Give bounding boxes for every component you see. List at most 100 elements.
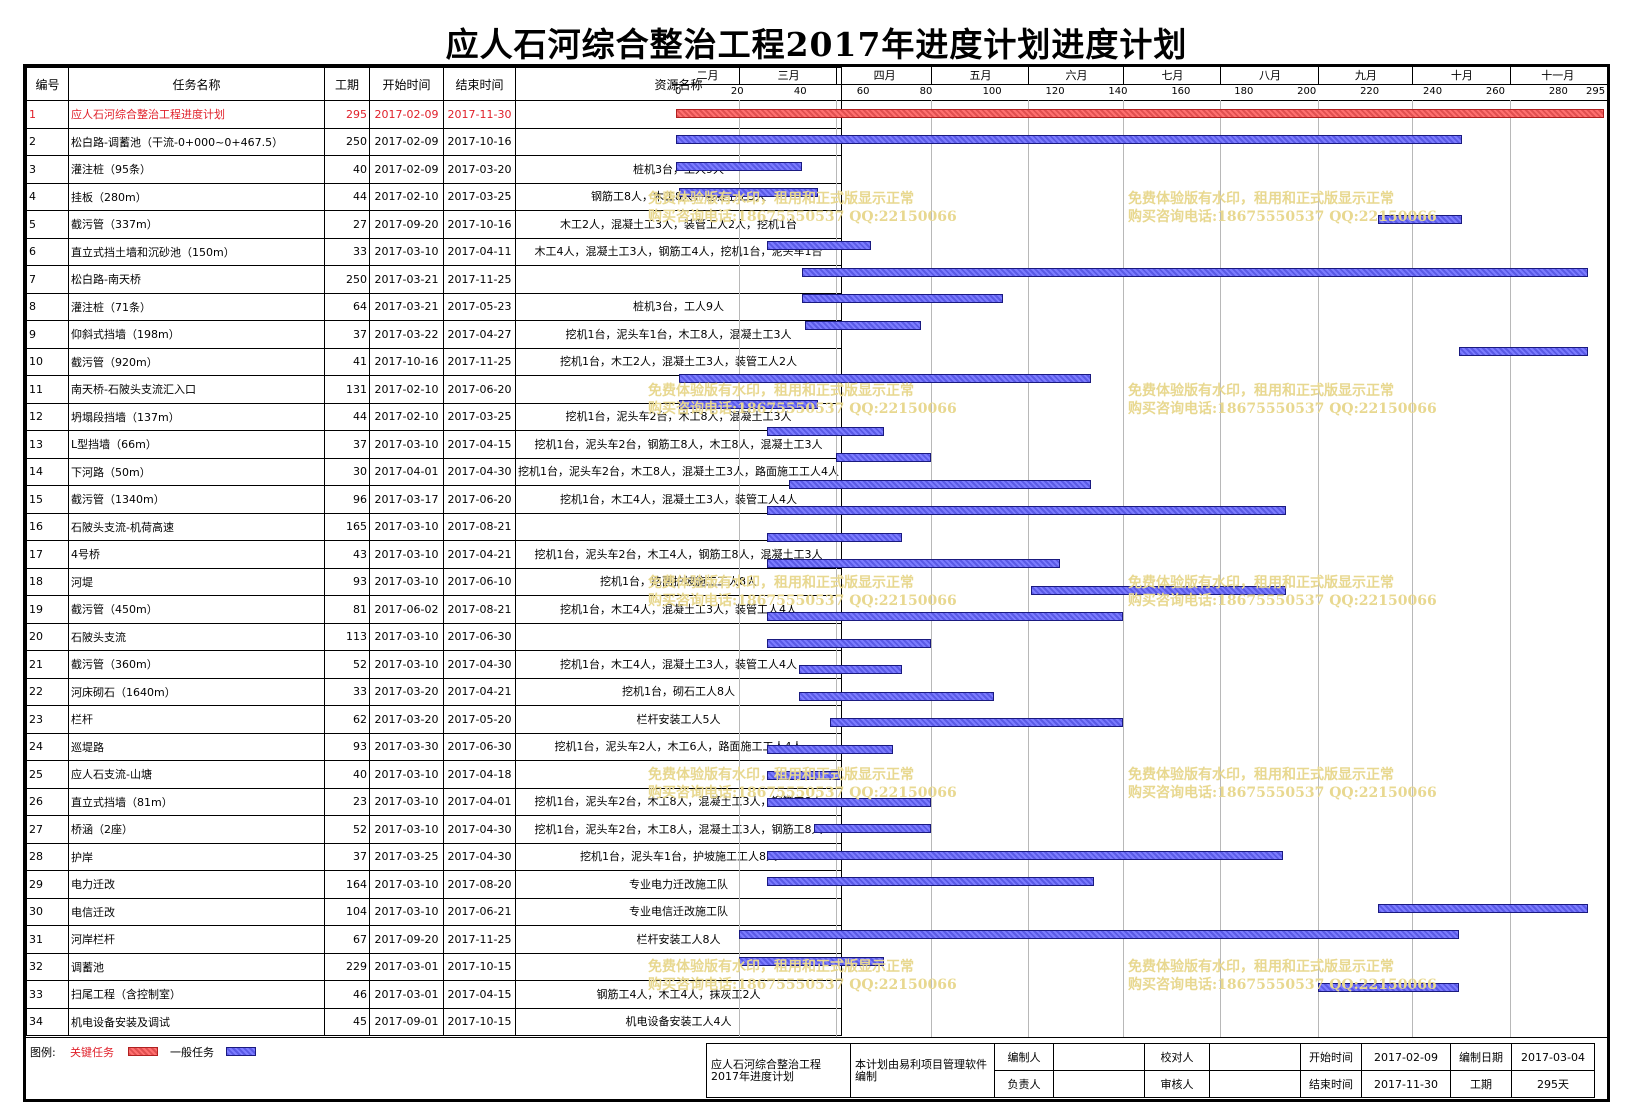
task-bar[interactable]: [738, 956, 884, 966]
table-row[interactable]: 27 桥涵（2座） 52 2017-03-10 2017-04-30 挖机1台，泥头车2台…: [26, 815, 842, 844]
task-bar[interactable]: [1377, 903, 1589, 913]
header-start[interactable]: 开始时间: [369, 67, 444, 101]
critical-task-bar[interactable]: [676, 108, 1604, 118]
task-bar[interactable]: [830, 718, 1123, 728]
table-row[interactable]: 9 仰斜式挡墙（198m） 37 2017-03-22 2017-04-27 挖机1台，泥…: [26, 320, 842, 349]
tick-label: 80: [919, 86, 933, 97]
task-bar[interactable]: [1031, 585, 1287, 595]
table-row[interactable]: 13 L型挡墙（66m） 37 2017-03-10 2017-04-15 挖机1台，泥头…: [26, 430, 842, 459]
table-row[interactable]: 25 应人石支流-山塘 40 2017-03-10 2017-04-18: [26, 760, 842, 789]
task-bar[interactable]: [798, 665, 903, 675]
task-bar[interactable]: [798, 691, 994, 701]
task-bar[interactable]: [767, 877, 1095, 887]
task-bar[interactable]: [1317, 983, 1460, 993]
month-label: 三月: [738, 67, 838, 84]
table-row[interactable]: 26 直立式挡墙（81m） 23 2017-03-10 2017-04-01 挖机1台，泥…: [26, 787, 842, 816]
tick-label: 280: [1548, 86, 1568, 97]
task-bar[interactable]: [676, 135, 1463, 145]
task-name: 河堤: [68, 567, 325, 596]
task-duration: 27: [324, 210, 370, 239]
task-bar[interactable]: [738, 930, 1460, 940]
task-bar[interactable]: [836, 453, 931, 463]
footer-editor-label: 编制人: [994, 1043, 1054, 1071]
task-start: 2017-10-16: [369, 347, 444, 376]
table-row[interactable]: 32 调蓄池 229 2017-03-01 2017-10-15: [26, 952, 842, 981]
gantt-chart: 二月 三月 四月 五月 六月 七月 八月 九月 十月 十一月 0 20 40 60 80 100 120 140…: [673, 67, 1607, 1037]
footer-editor-value[interactable]: [1053, 1043, 1145, 1071]
task-bar[interactable]: [801, 267, 1589, 277]
task-start: 2017-03-30: [369, 732, 444, 761]
task-bar[interactable]: [767, 771, 840, 781]
chart-frame: [23, 64, 1610, 1102]
task-bar[interactable]: [767, 241, 872, 251]
task-bar[interactable]: [679, 400, 818, 410]
table-row[interactable]: 23 栏杆 62 2017-03-20 2017-05-20 栏杆安装工人5人: [26, 705, 842, 734]
legend-normal-swatch: [226, 1047, 256, 1056]
footer-checker-value[interactable]: [1209, 1043, 1301, 1071]
footer-date-value: 2017-03-04: [1511, 1043, 1595, 1071]
table-row[interactable]: 1 应人石河综合整治工程进度计划 295 2017-02-09 2017-11-30: [26, 100, 842, 129]
task-name: 应人石河综合整治工程进度计划: [68, 100, 325, 129]
task-duration: 64: [324, 292, 370, 321]
tick-label: 160: [1171, 86, 1191, 97]
task-name: 灌注桩（95条）: [68, 155, 325, 184]
footer-checker-label: 校对人: [1144, 1043, 1210, 1071]
table-row[interactable]: 30 电信迁改 104 2017-03-10 2017-06-21 专业电信迁改施工队: [26, 897, 842, 926]
task-start: 2017-03-10: [369, 237, 444, 266]
task-bar[interactable]: [767, 426, 884, 436]
table-row[interactable]: 34 机电设备安装及调试 45 2017-09-01 2017-10-15 机电设备安装工…: [26, 1007, 842, 1036]
task-bar[interactable]: [801, 294, 1004, 304]
tick-label: 120: [1045, 86, 1065, 97]
table-row[interactable]: 18 河堤 93 2017-03-10 2017-06-10 挖机1台，路面护坡施工工人8…: [26, 567, 842, 596]
task-end: 2017-10-15: [443, 952, 516, 981]
header-duration[interactable]: 工期: [324, 67, 370, 101]
table-row[interactable]: 29 电力迁改 164 2017-03-10 2017-08-20 专业电力迁改施工队: [26, 870, 842, 899]
task-duration: 67: [324, 925, 370, 954]
task-start: 2017-03-20: [369, 677, 444, 706]
task-bar[interactable]: [814, 824, 931, 834]
table-row[interactable]: 5 截污管（337m） 27 2017-09-20 2017-10-16 木工2人，混凝土…: [26, 210, 842, 239]
task-start: 2017-03-10: [369, 787, 444, 816]
table-row[interactable]: 6 直立式挡土墙和沉砂池（150m） 33 2017-03-10 2017-04-11 木…: [26, 237, 842, 266]
task-bar[interactable]: [679, 373, 1092, 383]
header-id[interactable]: 编号: [26, 67, 69, 101]
task-end: 2017-03-25: [443, 182, 516, 211]
task-bar[interactable]: [767, 532, 903, 542]
task-bar[interactable]: [767, 850, 1284, 860]
table-row[interactable]: 33 扫尾工程（含控制室） 46 2017-03-01 2017-04-15 钢筋工4人，…: [26, 980, 842, 1009]
table-row[interactable]: 14 下河路（50m） 30 2017-04-01 2017-04-30 挖机1台，泥头车…: [26, 457, 842, 486]
task-bar[interactable]: [679, 188, 818, 198]
header-name[interactable]: 任务名称: [68, 67, 325, 101]
task-start: 2017-02-09: [369, 100, 444, 129]
footer-reviewer-value[interactable]: [1209, 1070, 1301, 1098]
task-bar[interactable]: [1459, 347, 1589, 357]
task-start: 2017-03-10: [369, 430, 444, 459]
task-bar[interactable]: [804, 320, 922, 330]
task-bar[interactable]: [767, 612, 1123, 622]
task-bar[interactable]: [767, 506, 1287, 516]
task-id: 7: [26, 265, 69, 294]
task-id: 25: [26, 760, 69, 789]
task-resource: 专业电力迁改施工队: [515, 870, 842, 899]
legend-prefix: 图例:: [30, 1046, 56, 1059]
task-bar[interactable]: [767, 744, 894, 754]
task-start: 2017-03-10: [369, 760, 444, 789]
task-bar[interactable]: [676, 161, 802, 171]
task-bar[interactable]: [767, 797, 931, 807]
header-end[interactable]: 结束时间: [443, 67, 516, 101]
table-row[interactable]: 20 石陂头支流 113 2017-03-10 2017-06-30: [26, 622, 842, 651]
footer-duration-value: 295天: [1511, 1070, 1595, 1098]
task-bar[interactable]: [767, 638, 931, 648]
task-bar[interactable]: [767, 559, 1060, 569]
table-row[interactable]: 15 截污管（1340m） 96 2017-03-17 2017-06-20 挖机1台，木…: [26, 485, 842, 514]
table-row[interactable]: 17 4号桥 43 2017-03-10 2017-04-21 挖机1台，泥头车2台，木工…: [26, 540, 842, 569]
tick-label: 295: [1586, 86, 1606, 97]
task-duration: 229: [324, 952, 370, 981]
task-bar[interactable]: [1377, 214, 1463, 224]
task-id: 3: [26, 155, 69, 184]
table-row[interactable]: 8 灌注桩（71条） 64 2017-03-21 2017-05-23 桩机3台，工人9人: [26, 292, 842, 321]
task-bar[interactable]: [789, 479, 1092, 489]
footer-owner-value[interactable]: [1053, 1070, 1145, 1098]
table-row[interactable]: 21 截污管（360m） 52 2017-03-10 2017-04-30 挖机1台，木工…: [26, 650, 842, 679]
